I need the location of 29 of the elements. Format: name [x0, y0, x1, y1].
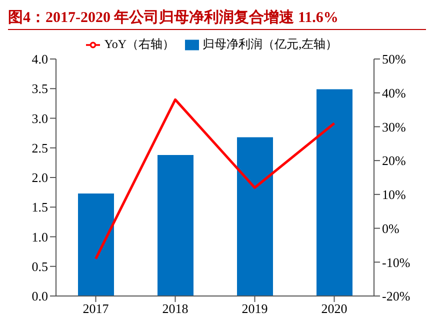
y2-tick-label: 0%: [382, 220, 400, 236]
y2-tick-label: -20%: [382, 288, 410, 304]
bar: [158, 154, 194, 296]
y-tick-label: 1.5: [32, 200, 48, 215]
y-tick-label: 0.0: [32, 288, 48, 304]
y-tick-label: 4.0: [32, 52, 48, 67]
x-tick-label: 2020: [321, 301, 348, 316]
line-series: [94, 98, 336, 260]
x-tick-label: 2019: [242, 301, 268, 316]
y2-tick-label: 20%: [382, 153, 406, 168]
y2-tick-label: 10%: [382, 187, 406, 202]
x-tick-label: 2017: [82, 301, 110, 316]
y2-tick-label: 40%: [382, 85, 406, 100]
chart-title: 图4：2017-2020 年公司归母净利润复合增速 11.6%: [8, 8, 426, 30]
y2-tick-label: 50%: [382, 52, 406, 67]
bar: [78, 194, 114, 296]
y-tick-label: 2.5: [32, 140, 48, 156]
y-tick-label: 3.5: [32, 81, 48, 96]
y2-tick-label: 30%: [382, 119, 406, 134]
bar: [316, 89, 352, 296]
y-tick-label: 2.0: [32, 170, 48, 186]
y-tick-label: 0.5: [32, 258, 48, 274]
x-tick-label: 2018: [162, 301, 188, 316]
y-tick-label: 3.0: [32, 110, 48, 126]
legend-label: YoY（右轴）: [104, 37, 175, 51]
y-tick-label: 1.0: [32, 229, 48, 244]
bar: [237, 137, 273, 296]
legend-label: 归母净利润（亿元,左轴）: [202, 37, 338, 51]
y2-tick-label: -10%: [382, 254, 410, 270]
